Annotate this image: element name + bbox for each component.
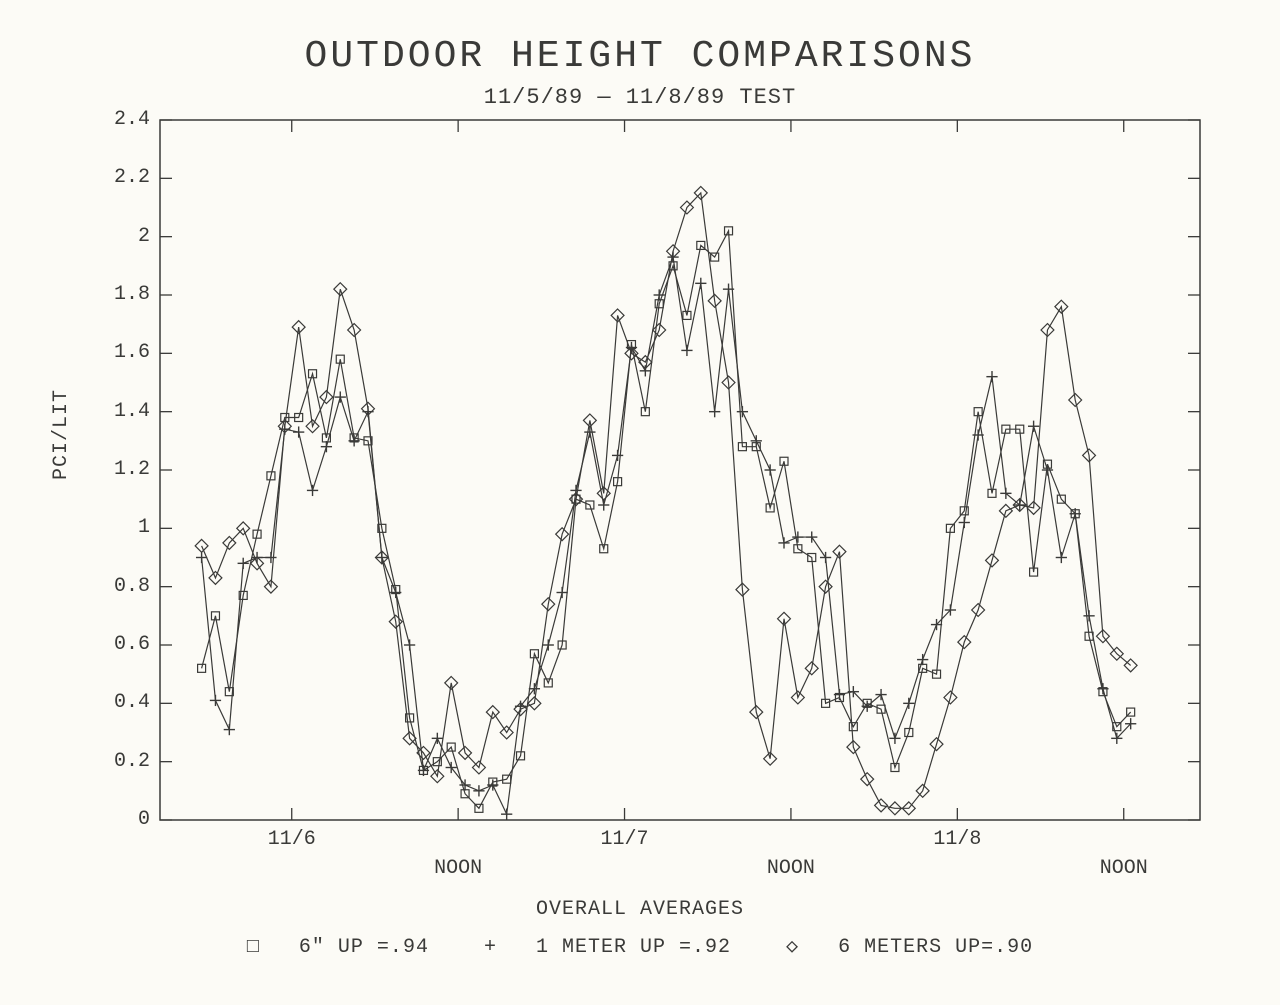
noon-label: NOON	[1100, 857, 1148, 880]
chart-container: OUTDOOR HEIGHT COMPARISONS 11/5/89 — 11/…	[0, 0, 1280, 1005]
legend-label: 1 METER UP =.92	[536, 936, 731, 959]
y-tick-label: 2.4	[90, 108, 150, 131]
legend-marker: +	[484, 936, 497, 959]
legend-label: 6 METERS UP=.90	[838, 936, 1033, 959]
y-tick-label: 1.2	[90, 458, 150, 481]
x-tick-label: 11/6	[268, 828, 316, 851]
y-tick-label: 0.8	[90, 575, 150, 598]
y-tick-label: 0.2	[90, 750, 150, 773]
y-tick-label: 1.4	[90, 400, 150, 423]
legend-marker: ◇	[786, 936, 799, 959]
chart-svg	[0, 0, 1280, 1005]
legend-marker: □	[247, 936, 260, 959]
y-tick-label: 0	[90, 808, 150, 831]
noon-label: NOON	[434, 857, 482, 880]
y-tick-label: 1	[90, 516, 150, 539]
y-tick-label: 2	[90, 225, 150, 248]
legend-label: 6" UP =.94	[299, 936, 429, 959]
x-tick-label: 11/8	[933, 828, 981, 851]
y-tick-label: 2.2	[90, 166, 150, 189]
y-tick-label: 1.8	[90, 283, 150, 306]
y-tick-label: 0.6	[90, 633, 150, 656]
y-tick-label: 0.4	[90, 691, 150, 714]
noon-label: NOON	[767, 857, 815, 880]
legend: □ 6" UP =.94 + 1 METER UP =.92 ◇ 6 METERS …	[0, 933, 1280, 959]
x-tick-label: 11/7	[601, 828, 649, 851]
y-tick-label: 1.6	[90, 341, 150, 364]
